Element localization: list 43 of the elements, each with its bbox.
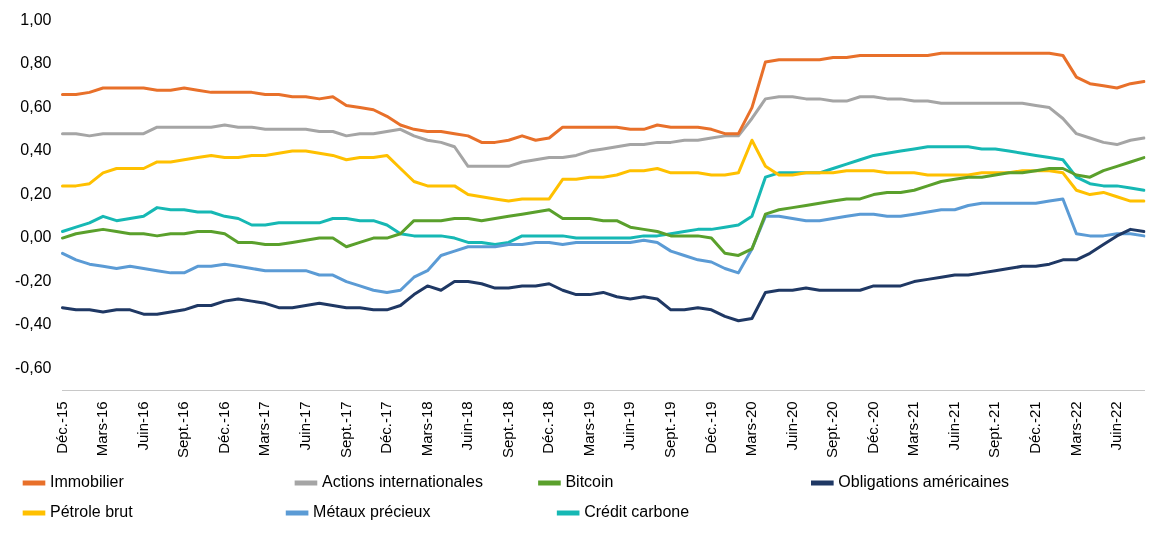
y-tick-label: 0,20 (20, 184, 52, 202)
x-tick-label: Mars-22 (1066, 401, 1084, 457)
legend-label: Actions internationales (321, 473, 528, 491)
x-tick-label: Juin-18 (458, 401, 476, 451)
x-tick-label: Mars-19 (579, 401, 597, 457)
y-tick-label: -0,40 (15, 315, 52, 333)
x-tick-label: Juin-21 (944, 401, 962, 451)
x-tick-label: Juin-20 (782, 401, 800, 451)
y-tick-label: 0,40 (20, 141, 52, 159)
x-tick-label: Sept.-21 (985, 401, 1003, 459)
legend-label: Obligations américaines (838, 473, 1054, 491)
x-tick-label: Juin-19 (620, 401, 638, 451)
x-tick-label: Déc.-19 (701, 401, 719, 454)
x-tick-label: Juin-16 (133, 401, 151, 451)
x-tick-label: Déc.-15 (52, 401, 70, 454)
legend-label: Bitcoin (565, 473, 801, 491)
x-tick-label: Mars-20 (742, 401, 760, 457)
x-tick-label: Sept.-18 (498, 401, 516, 459)
x-tick-label: Juin-17 (295, 401, 313, 451)
y-tick-label: 0,00 (20, 228, 52, 246)
x-tick-label: Mars-16 (93, 401, 111, 457)
x-tick-label: Sept.-20 (823, 401, 841, 459)
x-tick-label: Mars-21 (904, 401, 922, 457)
x-tick-label: Sept.-17 (336, 401, 354, 459)
y-tick-label: 1,00 (20, 11, 52, 29)
x-tick-label: Déc.-18 (539, 401, 557, 454)
x-tick-label: Mars-18 (417, 401, 435, 457)
legend-label: Pétrole brut (50, 503, 276, 521)
y-tick-label: -0,20 (15, 271, 52, 289)
y-tick-label: 0,80 (20, 54, 52, 72)
y-tick-label: -0,60 (15, 358, 52, 376)
x-tick-label: Déc.-21 (1025, 401, 1043, 454)
legend-label: Métaux précieux (313, 503, 547, 521)
x-tick-label: Sept.-19 (660, 401, 678, 459)
x-tick-label: Déc.-16 (214, 401, 232, 454)
legend-label: Immobilier (50, 473, 284, 491)
x-tick-label: Déc.-20 (863, 401, 881, 454)
x-tick-label: Déc.-17 (377, 401, 395, 454)
y-tick-label: 0,60 (20, 97, 52, 115)
x-tick-label: Mars-17 (255, 401, 273, 457)
x-tick-label: Juin-22 (1107, 401, 1125, 451)
legend-label: Crédit carbone (584, 503, 814, 521)
x-tick-label: Sept.-16 (174, 401, 192, 459)
